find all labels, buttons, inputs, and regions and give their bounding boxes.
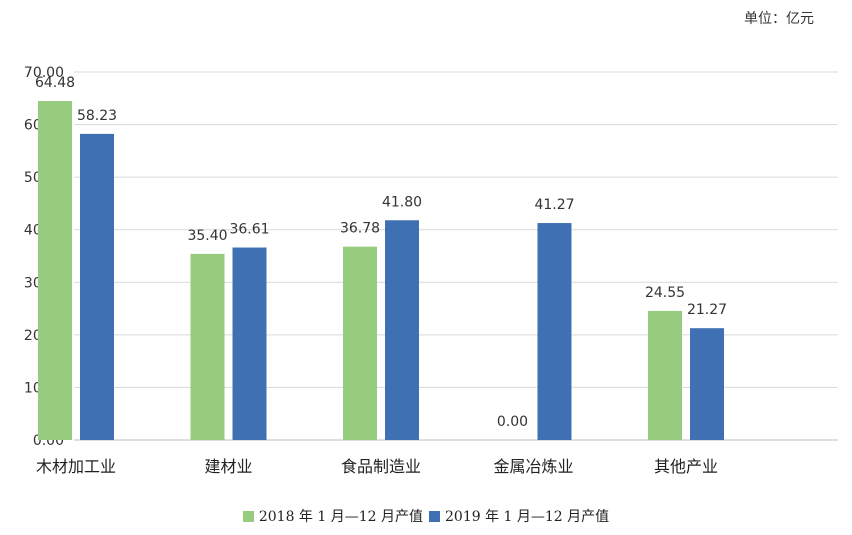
data-label: 35.40 [187,228,227,244]
data-label: 36.78 [340,221,380,237]
y-tick-label: 70.00 [24,65,64,81]
data-label: 21.27 [687,302,727,318]
legend-label-2019: 2019 年 1 月—12 月产值 [445,509,610,525]
bar [343,246,377,440]
bar-chart: 0.0010.0020.0030.0040.0050.0060.0070.006… [24,65,838,476]
bar [190,253,225,440]
category-label: 食品制造业 [341,457,421,476]
category-label: 金属冶炼业 [493,457,573,476]
bar [232,247,267,440]
legend: 2018 年 1 月—12 月产值 2019 年 1 月—12 月产值 [0,506,852,526]
bar [648,310,682,440]
unit-label: 单位：亿元 [744,11,814,27]
category-label: 木材加工业 [36,457,116,476]
legend-item-2018: 2018 年 1 月—12 月产值 [242,506,423,526]
category-label: 其他产业 [654,457,718,476]
data-label: 64.48 [35,75,75,91]
data-label: 0.00 [497,414,528,430]
legend-swatch-2018 [242,510,254,522]
data-label: 41.27 [534,197,574,213]
bar [537,223,572,440]
legend-label-2018: 2018 年 1 月—12 月产值 [258,509,423,525]
data-label: 41.80 [382,194,422,210]
bar [385,220,419,440]
category-label: 建材业 [204,457,252,476]
legend-item-2019: 2019 年 1 月—12 月产值 [429,506,609,526]
data-label: 58.23 [77,108,117,124]
bar [80,133,114,440]
bar [690,328,724,440]
bar [38,101,72,440]
data-label: 24.55 [645,285,685,301]
legend-swatch-2019 [429,510,440,522]
data-label: 36.61 [229,222,269,238]
